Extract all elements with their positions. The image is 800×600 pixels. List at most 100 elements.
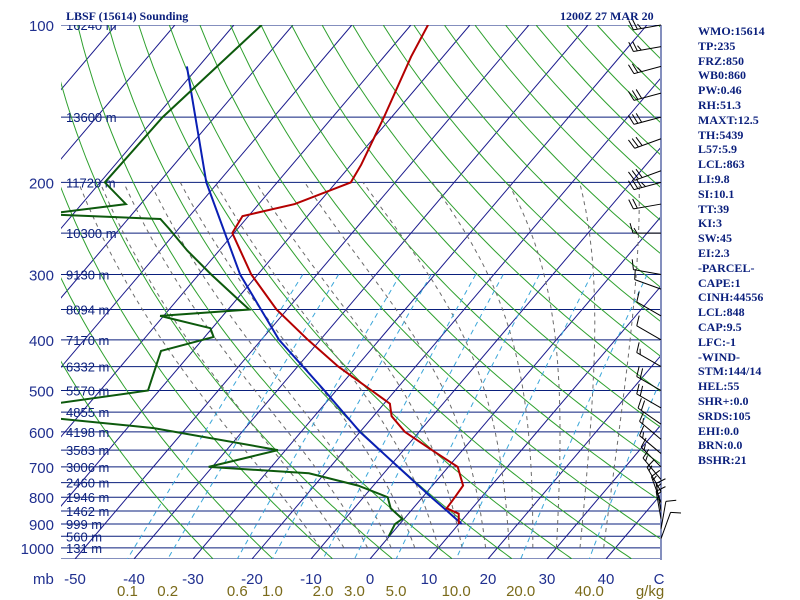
- wind-barb: [642, 449, 662, 480]
- temperature-tick-label: -50: [64, 571, 86, 588]
- height-label: 7170 m: [66, 333, 109, 348]
- wind-barbs: [628, 19, 682, 539]
- moist-adiabat-line: [99, 182, 345, 549]
- wind-barb-shaft: [633, 65, 662, 75]
- moist-adiabat-line: [123, 182, 369, 549]
- wind-barb-feather: [628, 180, 635, 190]
- wind-barb-feather: [631, 179, 639, 189]
- wind-barb: [660, 499, 677, 530]
- moist-adiabat-line: [78, 182, 321, 549]
- isotherm-line: [61, 25, 294, 299]
- index-item: STM:144/14: [698, 364, 762, 379]
- wind-barb-feather: [628, 139, 636, 149]
- mixing-ratio-line: [167, 274, 340, 559]
- wind-barb: [640, 437, 662, 468]
- index-item: LFC:-1: [698, 334, 736, 349]
- wind-barb-shaft: [637, 407, 662, 425]
- height-label: 6332 m: [66, 360, 109, 375]
- dewpoint-line: [61, 25, 404, 537]
- wind-barb-feather: [640, 437, 647, 448]
- pressure-tick-label: 1000: [21, 541, 54, 558]
- pressure-tick-label: 900: [29, 517, 54, 534]
- mixing-ratio-label: 0.2: [157, 583, 178, 600]
- wind-barb-feather: [628, 115, 635, 125]
- temperature-axis-labels: -50 -40 -30 -20 -10 0 10 20 30 40 C: [64, 571, 664, 588]
- moist-adiabat-line: [179, 182, 416, 549]
- wind-barb-feather: [632, 198, 638, 209]
- wind-barb-feather: [639, 368, 644, 379]
- wind-barb-feather: [631, 259, 634, 270]
- moist-adiabat-line: [431, 182, 534, 548]
- wind-barb-shaft: [636, 325, 662, 341]
- isotherm-line: [0, 25, 57, 559]
- parcel-trace: [185, 66, 463, 525]
- wind-barb-feather: [633, 227, 638, 234]
- mixing-ratio-label: 0.1: [117, 583, 138, 600]
- isotherm-line: [61, 25, 412, 438]
- pressure-tick-label: 400: [29, 333, 54, 350]
- wind-barb-feather: [635, 89, 643, 99]
- pressure-tick-label: 800: [29, 490, 54, 507]
- wind-barb: [639, 411, 662, 440]
- index-item: CAPE:1: [698, 275, 741, 290]
- isotherm-line: [133, 25, 589, 559]
- index-item: TP:235: [698, 38, 736, 53]
- wind-barb-shaft: [633, 24, 662, 31]
- wind-barb-feather: [636, 383, 640, 395]
- height-label: 5570 m: [66, 384, 109, 399]
- dry-adiabat-line: [229, 25, 660, 502]
- mixing-ratio-label: 5.0: [386, 583, 407, 600]
- wind-barb-feather: [652, 475, 657, 481]
- wind-barb: [628, 198, 662, 210]
- wind-barb: [628, 113, 662, 125]
- height-label: 16240 m: [66, 18, 117, 33]
- isotherm-line: [251, 78, 660, 559]
- wind-barb-feather: [637, 398, 642, 409]
- wind-barb-feather: [642, 449, 650, 459]
- wind-barb-feather: [635, 113, 643, 123]
- mixing-ratio-line: [354, 274, 504, 559]
- wind-barb-feather: [645, 455, 648, 462]
- mixing-ratio-line: [271, 274, 432, 559]
- mixing-ratio-line: [126, 274, 304, 559]
- wind-barb-feather: [628, 171, 636, 181]
- mixing-ratio-line: [520, 274, 648, 559]
- wind-barb-shaft: [633, 46, 662, 52]
- index-item: SHR+:0.0: [698, 393, 749, 408]
- temperature-tick-label: 0: [366, 571, 374, 588]
- temperature-tick-label: -20: [241, 571, 263, 588]
- dry-adiabat-lines: [61, 25, 660, 559]
- moist-adiabat-line: [362, 182, 510, 548]
- pressure-tick-label: 300: [29, 267, 54, 284]
- moist-adiabat-line: [603, 182, 640, 548]
- wind-barb-shaft: [660, 501, 667, 530]
- pressure-tick-label: 100: [29, 18, 54, 35]
- height-label: 1946 m: [66, 490, 109, 505]
- mixing-ratio-label: 1.0: [262, 583, 283, 600]
- pressure-unit-label: mb: [33, 571, 54, 588]
- mixing-ratio-labels: 0.1 0.2 0.6 1.0 2.0 3.0 5.0 10.0 20.0 40.0 g/kg: [117, 583, 664, 600]
- wind-barb-feather: [648, 465, 653, 471]
- index-item: BSHR:21: [698, 453, 747, 468]
- wind-barb-shaft: [633, 269, 662, 275]
- wind-barb-shaft: [634, 138, 662, 149]
- isotherm-line: [369, 217, 660, 559]
- height-label: 9130 m: [66, 267, 109, 282]
- wind-barb-shaft: [640, 446, 662, 468]
- height-label: 2460 m: [66, 476, 109, 491]
- wind-barb-feather: [639, 385, 644, 397]
- wind-barb-feather: [637, 45, 642, 51]
- wind-barb-shaft: [633, 116, 662, 125]
- height-label: 1462 m: [66, 504, 109, 519]
- height-labels: 16240 m 13600 m 11720 m 10300 m 9130 m 8094 m…: [66, 18, 117, 556]
- mixing-ratio-line: [588, 379, 660, 559]
- temperature-tick-label: 30: [539, 571, 556, 588]
- wind-barb-feather: [642, 418, 645, 425]
- temperature-tick-label: 40: [598, 571, 615, 588]
- wind-barb-shaft: [636, 376, 662, 391]
- wind-barb-feather: [635, 136, 643, 146]
- height-label: 10300 m: [66, 226, 117, 241]
- wind-barb-feather: [628, 199, 634, 210]
- moist-adiabat-line: [149, 182, 392, 549]
- wind-barb-shaft: [634, 279, 662, 290]
